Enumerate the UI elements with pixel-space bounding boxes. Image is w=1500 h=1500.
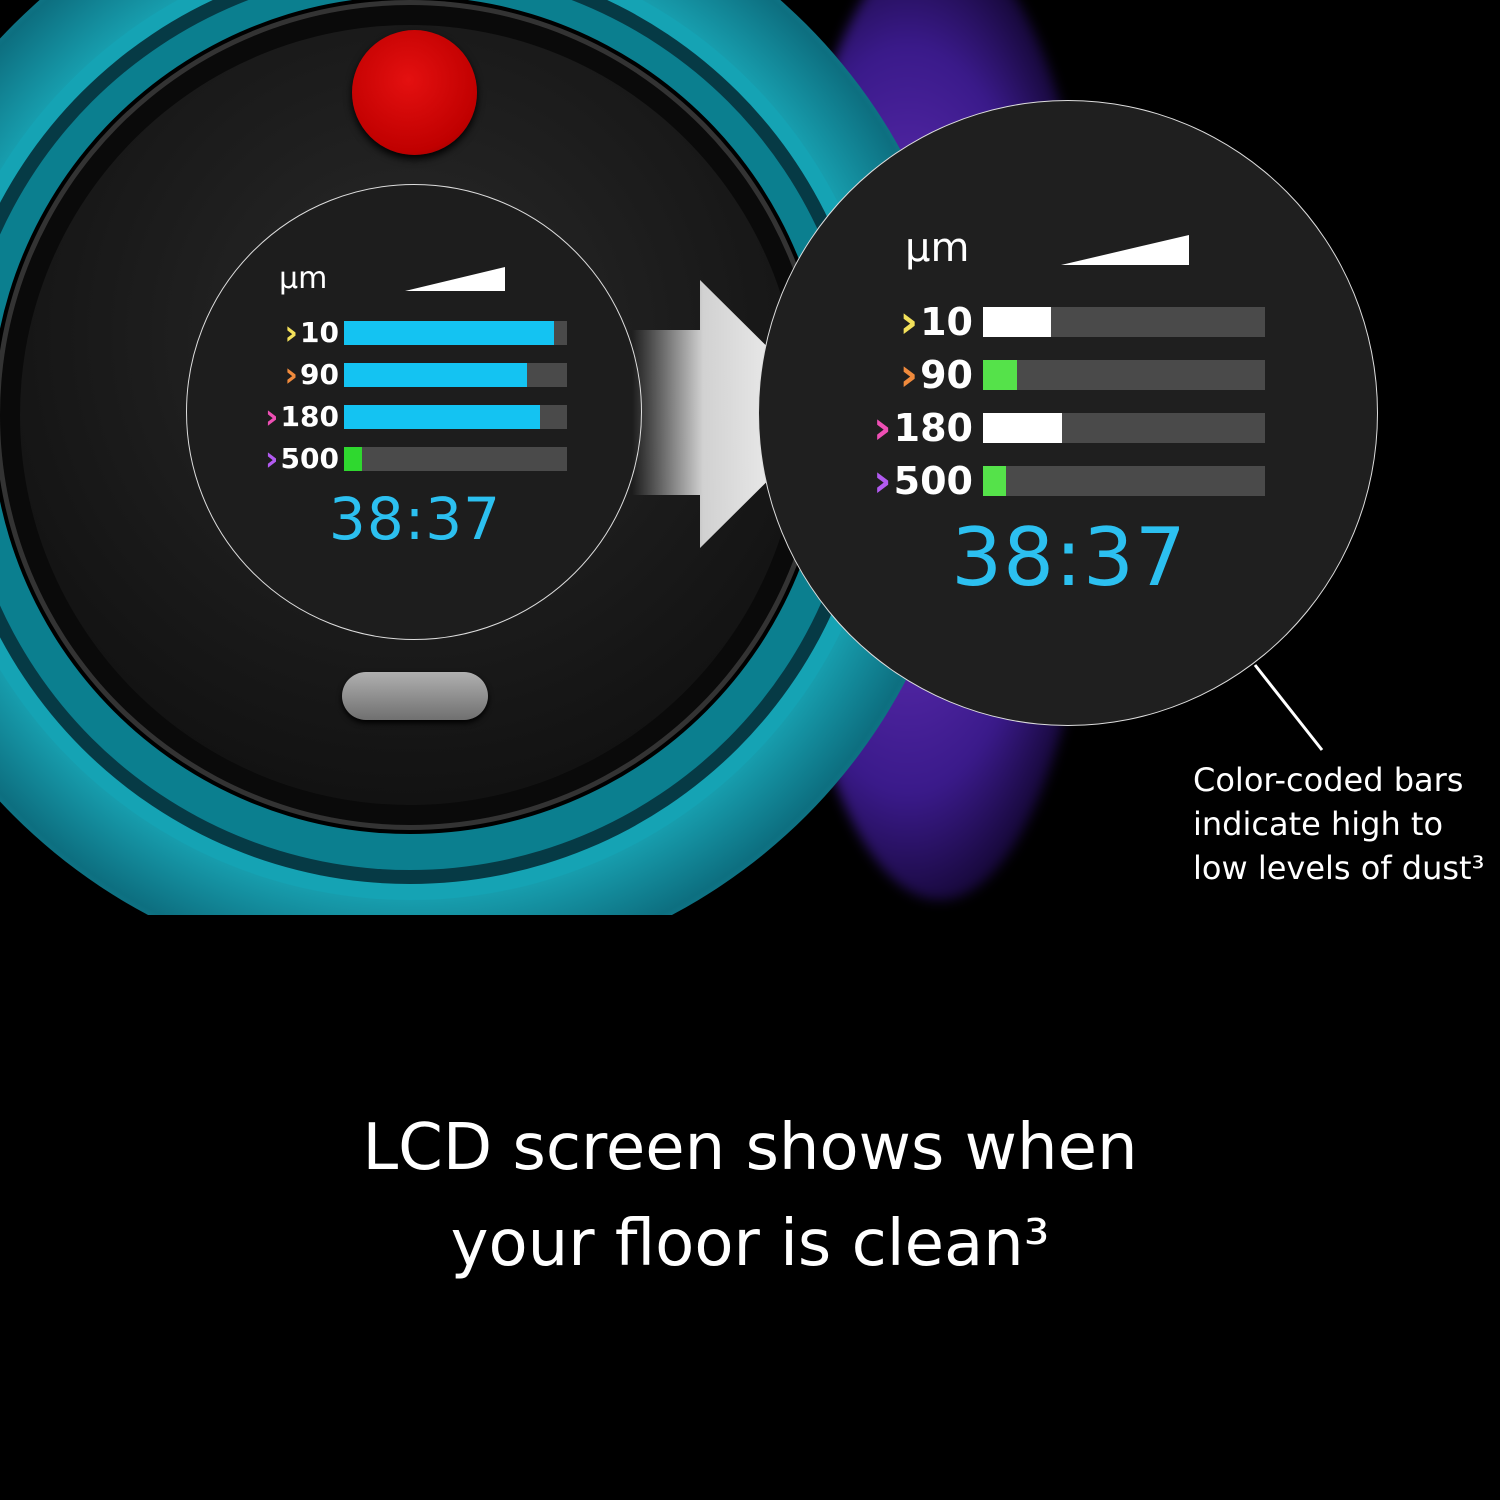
size-value: 10 xyxy=(920,299,973,344)
particle-size-label: › 180 xyxy=(247,397,339,436)
chevron-right-icon: › xyxy=(264,397,279,436)
caption-line-1: LCD screen shows when xyxy=(362,1111,1138,1185)
chevron-right-icon: › xyxy=(284,355,299,394)
dust-row-180: › 180 xyxy=(859,401,1265,454)
vacuum-device-illustration: µm › 10 › 90 › 180 › 500 38:37 µm › 10 › 90 › 180 › 50… xyxy=(0,0,1378,915)
mode-button[interactable] xyxy=(342,672,488,720)
callout-line-1: Color-coded bars xyxy=(1193,761,1464,799)
size-value: 180 xyxy=(893,405,973,450)
chevron-right-icon: › xyxy=(284,313,299,352)
chevron-right-icon: › xyxy=(899,295,919,348)
callout-line xyxy=(1253,664,1324,751)
chevron-right-icon: › xyxy=(264,439,279,478)
dust-row-10: › 10 xyxy=(859,295,1265,348)
dust-level-bar xyxy=(983,306,1265,337)
dust-level-bar xyxy=(983,412,1265,443)
power-level-wedge-icon xyxy=(1061,235,1189,265)
dust-level-fill xyxy=(344,362,527,387)
caption-line-2: your floor is clean³ xyxy=(450,1207,1050,1281)
dust-level-fill xyxy=(983,359,1017,390)
size-value: 500 xyxy=(280,442,339,475)
dust-level-fill xyxy=(344,446,362,471)
callout-line-3: low levels of dust³ xyxy=(1193,849,1485,887)
dust-level-fill xyxy=(983,465,1006,496)
size-value: 500 xyxy=(893,458,973,503)
runtime-display: 38:37 xyxy=(951,511,1187,604)
caption: LCD screen shows when your floor is clea… xyxy=(0,1100,1500,1292)
power-button[interactable] xyxy=(352,30,477,155)
dust-row-90: › 90 xyxy=(859,348,1265,401)
dust-row-180: › 180 xyxy=(247,397,567,436)
dust-row-10: › 10 xyxy=(247,313,567,352)
particle-size-label: › 180 xyxy=(859,401,973,454)
runtime-display: 38:37 xyxy=(328,485,502,553)
size-value: 90 xyxy=(920,352,973,397)
particle-size-label: › 10 xyxy=(247,313,339,352)
particle-size-label: › 500 xyxy=(247,439,339,478)
chevron-right-icon: › xyxy=(872,454,892,507)
dust-level-bar xyxy=(983,465,1265,496)
dust-level-bar xyxy=(344,362,567,387)
lcd-screen-small: µm › 10 › 90 › 180 › 500 38:37 xyxy=(186,184,642,640)
dust-level-fill xyxy=(983,412,1062,443)
size-value: 180 xyxy=(280,400,339,433)
dust-level-bar xyxy=(983,359,1265,390)
dust-row-500: › 500 xyxy=(247,439,567,478)
particle-size-label: › 500 xyxy=(859,454,973,507)
dust-row-90: › 90 xyxy=(247,355,567,394)
power-level-wedge-icon xyxy=(405,267,505,291)
particle-size-label: › 90 xyxy=(247,355,339,394)
particle-size-label: › 90 xyxy=(859,348,973,401)
dust-level-bar xyxy=(344,446,567,471)
callout-line-2: indicate high to xyxy=(1193,805,1444,843)
unit-label: µm xyxy=(905,225,970,271)
particle-size-label: › 10 xyxy=(859,295,973,348)
size-value: 90 xyxy=(300,358,339,391)
dust-level-bar xyxy=(344,404,567,429)
unit-label: µm xyxy=(279,261,328,296)
size-value: 10 xyxy=(300,316,339,349)
chevron-right-icon: › xyxy=(872,401,892,454)
dust-level-fill xyxy=(983,306,1051,337)
lcd-screen-zoomed: µm › 10 › 90 › 180 › 500 38:37 xyxy=(758,100,1378,726)
callout-text: Color-coded bars indicate high to low le… xyxy=(1193,758,1484,890)
chevron-right-icon: › xyxy=(899,348,919,401)
dust-level-fill xyxy=(344,404,541,429)
dust-row-500: › 500 xyxy=(859,454,1265,507)
arrow-right-icon xyxy=(632,280,835,548)
dust-level-bar xyxy=(344,320,567,345)
dust-level-fill xyxy=(344,320,554,345)
